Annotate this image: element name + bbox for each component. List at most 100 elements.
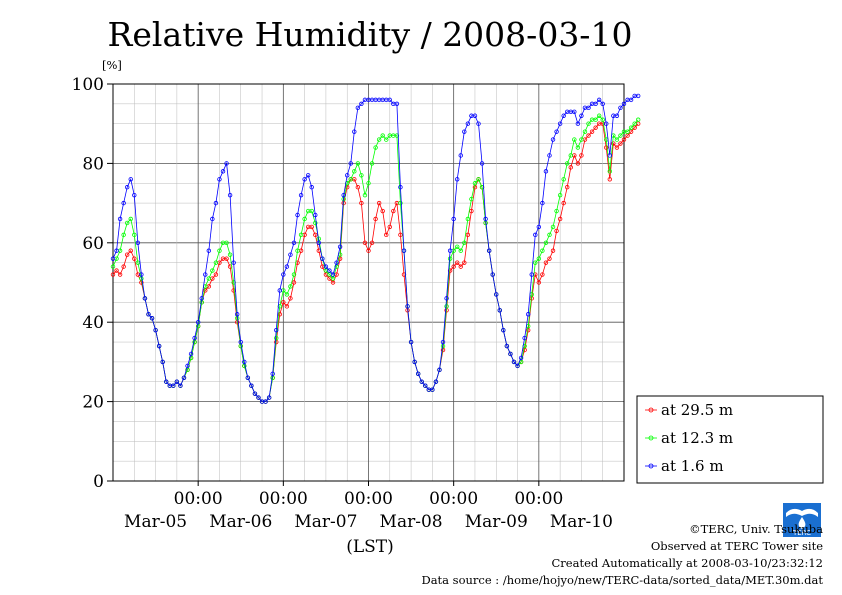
data-point — [476, 121, 481, 126]
data-point — [362, 240, 368, 245]
data-point — [490, 272, 495, 277]
data-point — [635, 117, 641, 122]
data-point — [575, 121, 581, 126]
data-point — [181, 375, 187, 380]
data-point — [114, 248, 119, 253]
data-point — [334, 260, 339, 265]
data-point — [341, 192, 346, 198]
data-point — [561, 177, 566, 182]
created-text: Created Automatically at 2008-03-10/23:3… — [552, 556, 824, 570]
credit-text: ©TERC, Univ. Tsukuba — [689, 522, 823, 536]
legend-label: at 29.5 m — [661, 401, 733, 419]
data-point — [174, 379, 180, 384]
data-point — [114, 268, 119, 273]
data-point — [557, 121, 563, 126]
data-point — [345, 173, 350, 178]
y-tick-label: 60 — [82, 234, 104, 254]
data-point — [366, 248, 371, 253]
data-point — [227, 252, 233, 257]
data-point — [525, 312, 531, 317]
data-point — [447, 248, 453, 253]
data-point — [593, 117, 598, 122]
data-point — [455, 244, 460, 249]
data-point — [554, 208, 559, 214]
data-point — [249, 383, 254, 388]
data-point — [110, 256, 116, 261]
data-point — [497, 308, 502, 313]
x-time-label: 00:00 — [514, 489, 563, 509]
data-point — [621, 137, 627, 142]
data-point — [295, 248, 300, 253]
data-point — [376, 137, 382, 142]
data-point — [508, 351, 513, 357]
grid-lines — [113, 83, 624, 482]
droplet-icon — [798, 517, 806, 529]
data-point — [550, 224, 556, 230]
data-point — [618, 133, 623, 138]
data-point — [465, 216, 471, 222]
legend: at 29.5 m at 12.3 m at 1.6 m — [636, 395, 824, 484]
data-point — [536, 280, 542, 285]
data-point — [543, 240, 549, 245]
x-time-label: 00:00 — [344, 489, 393, 509]
data-point — [529, 272, 534, 277]
chart-title: Relative Humidity / 2008-03-10 — [108, 15, 633, 54]
data-point — [604, 121, 609, 126]
data-point — [540, 248, 545, 253]
data-point — [483, 216, 488, 222]
data-point — [384, 137, 389, 142]
data-point — [171, 383, 176, 388]
data-point — [305, 173, 311, 178]
legend-label: at 1.6 m — [661, 457, 724, 475]
data-point — [455, 177, 460, 182]
data-point — [206, 248, 212, 253]
data-point — [511, 359, 517, 365]
data-point — [486, 248, 492, 253]
legend-swatch-marker — [648, 463, 654, 469]
data-point — [164, 379, 169, 384]
data-point — [369, 240, 375, 245]
data-point — [132, 232, 137, 238]
x-time-label: 00:00 — [174, 489, 223, 509]
data-point — [359, 200, 364, 206]
data-point — [586, 133, 591, 138]
data-point — [227, 192, 233, 198]
data-point — [352, 169, 357, 174]
data-point — [568, 165, 573, 170]
data-point — [419, 379, 424, 384]
data-point — [313, 232, 318, 238]
data-point — [607, 153, 613, 158]
data-point — [291, 240, 297, 245]
data-point — [192, 335, 197, 341]
data-point — [355, 105, 361, 111]
data-point — [121, 200, 126, 206]
x-time-label: 00:00 — [259, 489, 308, 509]
data-point — [369, 161, 375, 166]
data-point — [476, 177, 481, 182]
data-point — [557, 192, 563, 198]
data-point — [575, 145, 581, 150]
data-point — [146, 312, 151, 317]
data-point — [462, 240, 467, 245]
data-point — [536, 256, 542, 261]
data-point — [128, 177, 133, 182]
x-date-label: Mar-09 — [465, 512, 528, 532]
data-point — [621, 101, 627, 107]
data-point — [288, 284, 293, 289]
data-point — [124, 252, 130, 257]
legend-swatch-marker — [648, 435, 654, 441]
data-point — [352, 129, 357, 134]
data-point — [217, 248, 222, 253]
data-point — [284, 304, 290, 309]
data-point — [277, 288, 282, 293]
terc-logo: TERC — [783, 503, 821, 537]
data-point — [380, 133, 385, 138]
y-tick-label: 100 — [72, 75, 104, 95]
data-point — [213, 200, 219, 206]
data-point — [110, 264, 116, 269]
x-date-label: Mar-10 — [550, 512, 613, 532]
data-point — [547, 153, 552, 158]
data-point — [139, 272, 144, 277]
data-point — [380, 208, 385, 214]
